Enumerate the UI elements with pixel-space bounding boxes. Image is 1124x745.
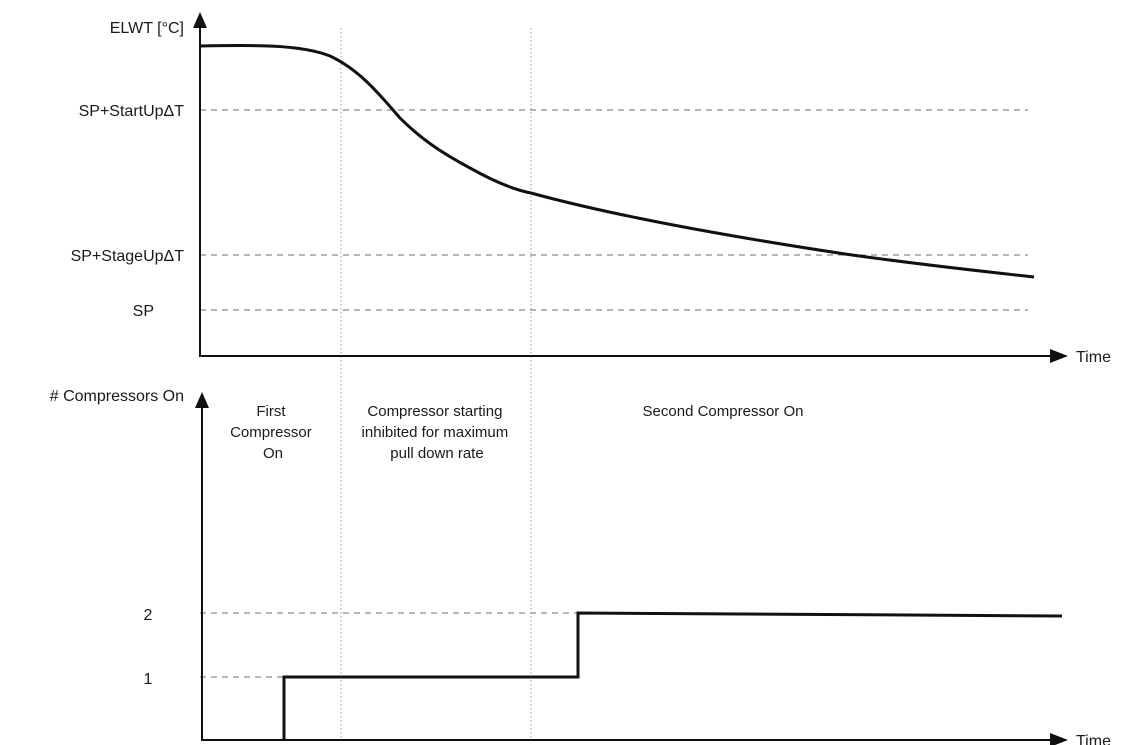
bottom-x-axis-label: Time bbox=[1076, 733, 1111, 745]
sp-level-label: SP bbox=[133, 303, 154, 320]
bottom-x-axis-arrow bbox=[1050, 733, 1068, 745]
stageup-level-label: SP+StageUpΔT bbox=[71, 248, 185, 265]
elwt-curve bbox=[200, 45, 1034, 277]
phase-caption-line: Second Compressor On bbox=[643, 403, 804, 420]
top-x-axis-label: Time bbox=[1076, 349, 1111, 366]
tick-label-1: 1 bbox=[144, 671, 153, 688]
startup-level-label: SP+StartUpΔT bbox=[79, 103, 185, 120]
tick-label-2: 2 bbox=[144, 607, 153, 624]
bottom-y-axis-label: # Compressors On bbox=[50, 388, 184, 405]
phase-caption-line: Compressor starting bbox=[367, 403, 502, 420]
phase-caption-line: First bbox=[256, 403, 286, 420]
top-y-axis-arrow bbox=[193, 12, 207, 28]
bottom-y-axis-arrow bbox=[195, 392, 209, 408]
phase-caption-first: First Compressor On bbox=[230, 403, 316, 462]
phase-caption-line: inhibited for maximum bbox=[362, 424, 509, 441]
temperature-chart: ELWT [°C] SP+StartUpΔT SP+StageUpΔT SP T… bbox=[71, 12, 1111, 366]
phase-caption-line: Compressor bbox=[230, 424, 312, 441]
top-y-axis-label: ELWT [°C] bbox=[110, 20, 184, 37]
top-x-axis-arrow bbox=[1050, 349, 1068, 363]
phase-caption-line: On bbox=[263, 445, 283, 462]
phase-caption-second: Second Compressor On bbox=[643, 403, 804, 420]
phase-caption-line: pull down rate bbox=[390, 445, 483, 462]
compressor-step-line bbox=[284, 613, 1062, 740]
phase-caption-inhibit: Compressor starting inhibited for maximu… bbox=[362, 403, 513, 462]
compressors-chart: 2 1 # Compressors On Time First Compress… bbox=[50, 388, 1111, 745]
